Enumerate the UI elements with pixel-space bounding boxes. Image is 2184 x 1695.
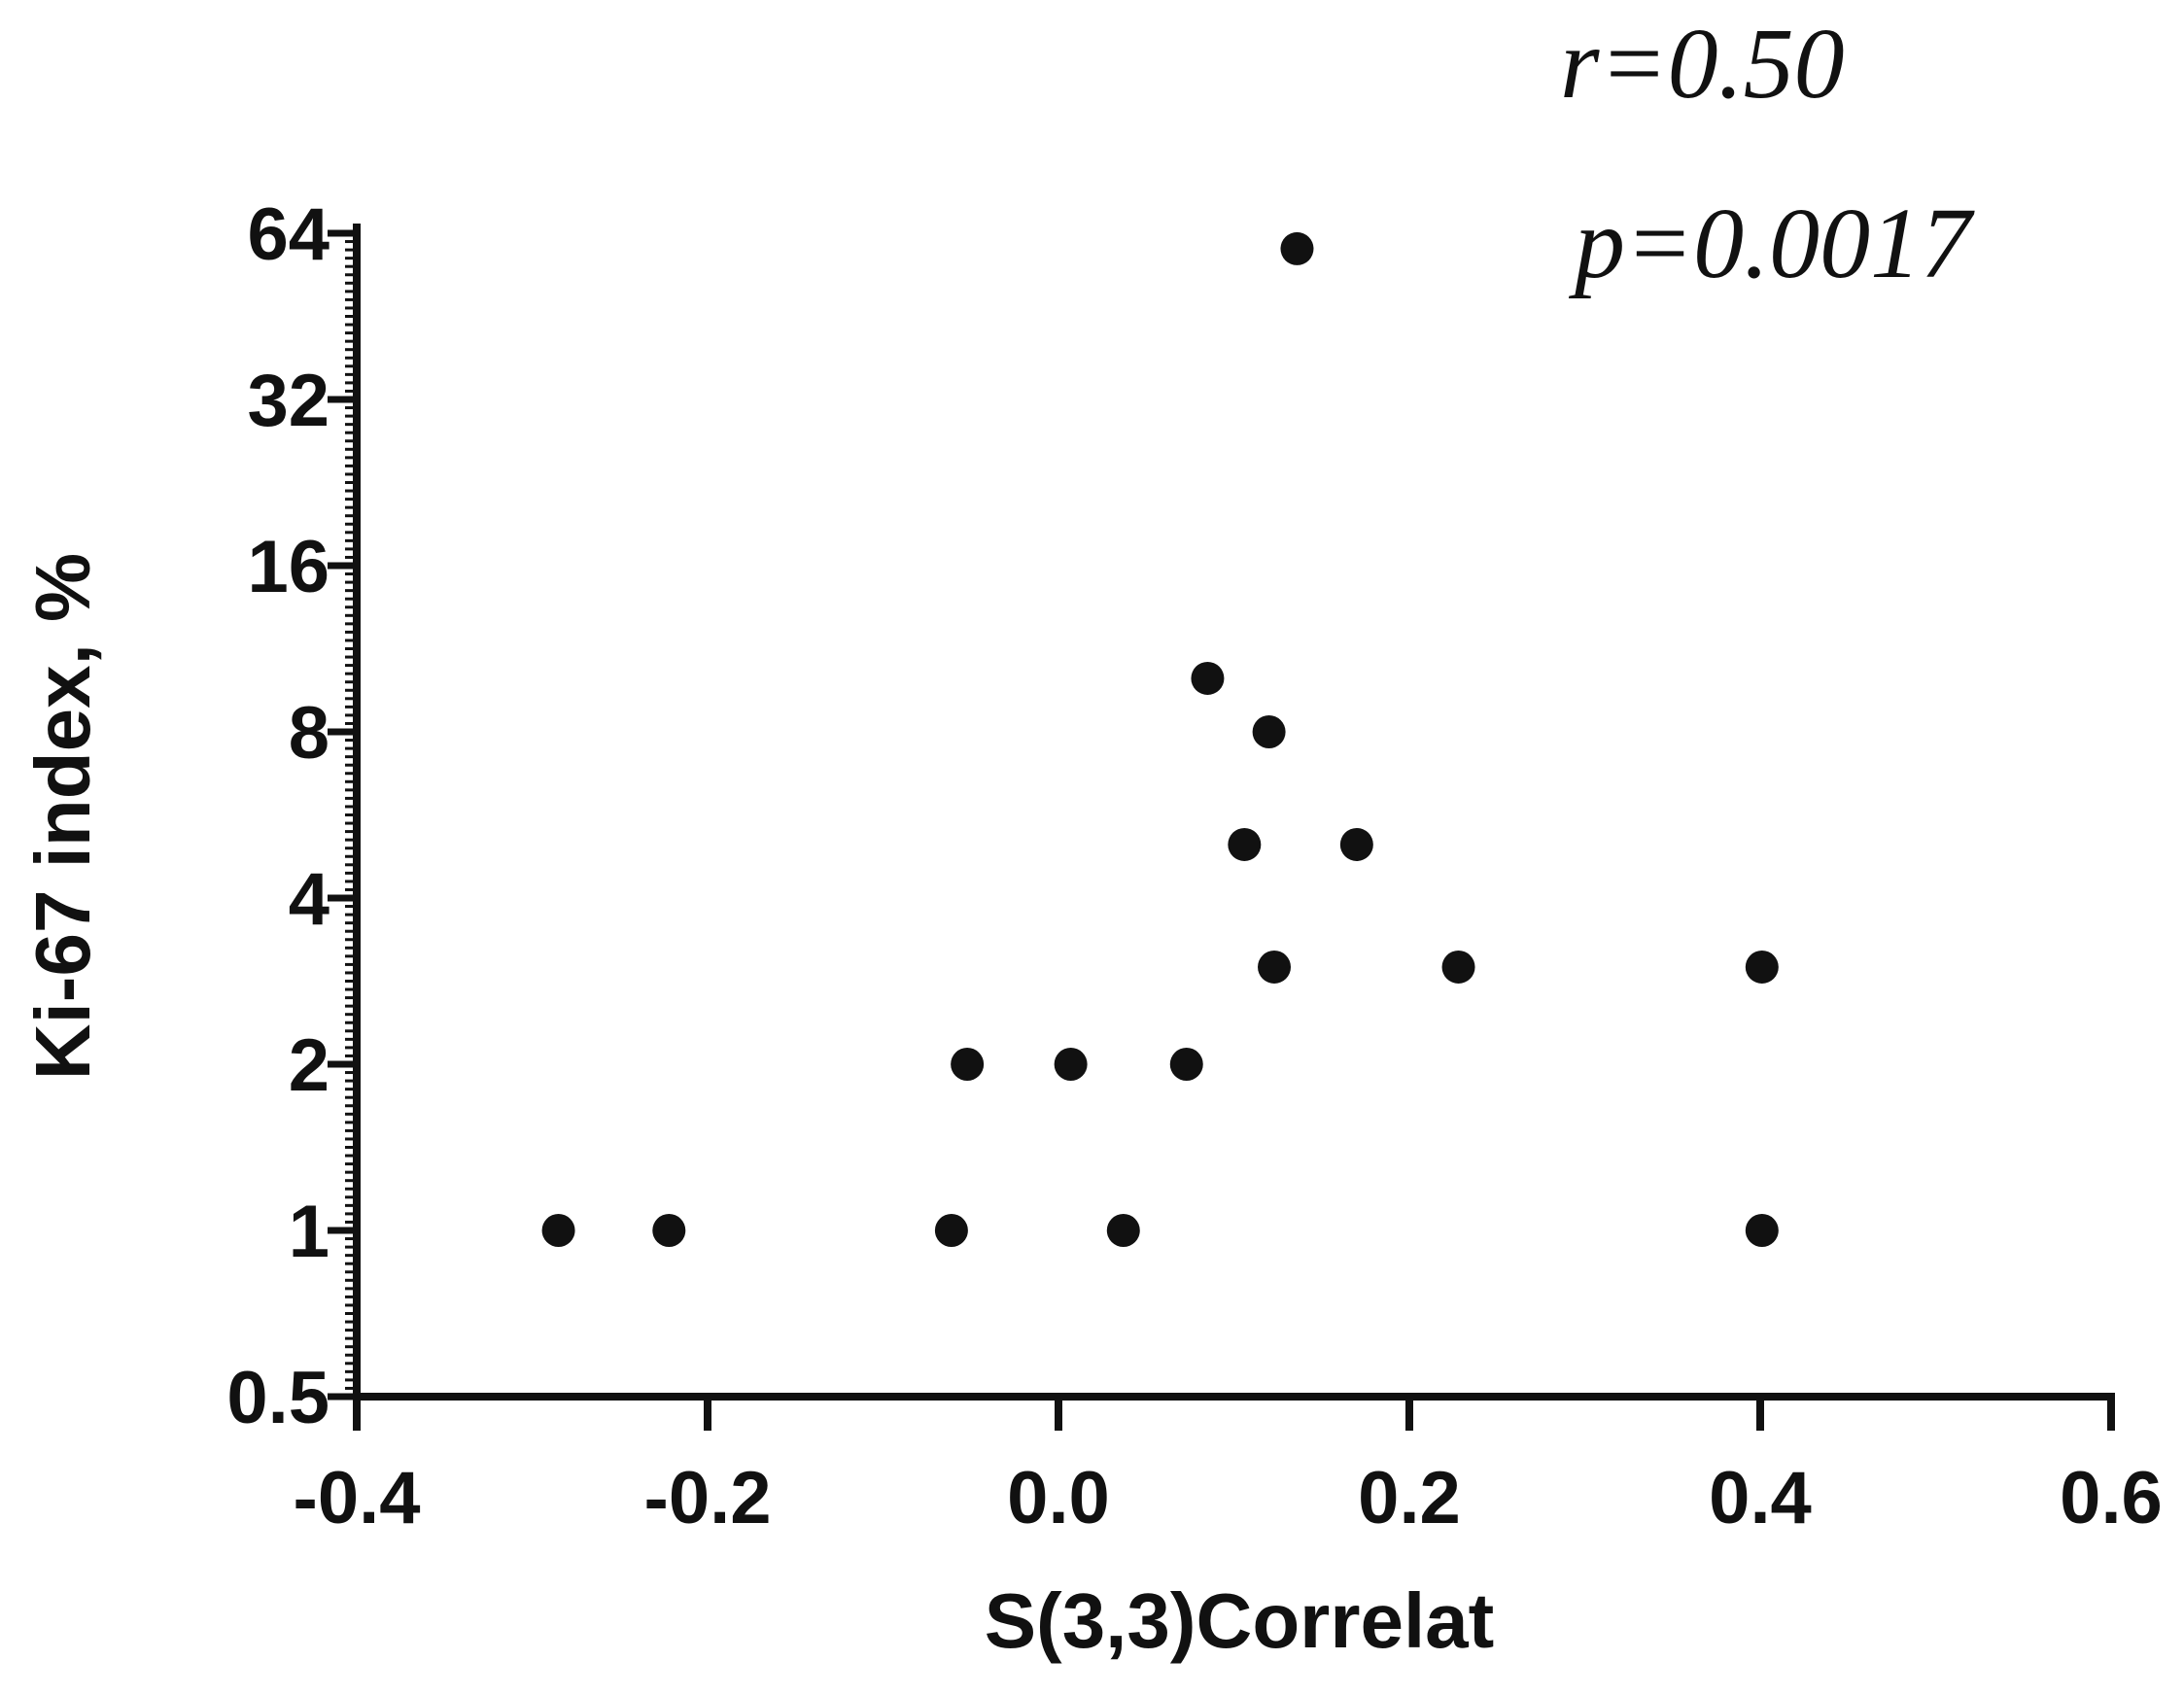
y-tick-label: 1 bbox=[289, 1191, 329, 1273]
y-axis-label: Ki-67 index, % bbox=[19, 553, 106, 1080]
data-point bbox=[1228, 827, 1262, 861]
y-tick-label: 0.5 bbox=[226, 1357, 329, 1439]
y-tick-label: 16 bbox=[247, 526, 329, 608]
data-points bbox=[541, 231, 1779, 1247]
y-axis-ticks: 0.5 1 2 4 8 16 32 64 bbox=[226, 193, 357, 1439]
correlation-r-annotation: r=0.50 bbox=[1560, 8, 1845, 120]
x-tick-label: -0.4 bbox=[294, 1457, 421, 1539]
axes bbox=[353, 224, 2115, 1401]
x-tick-label: 0.6 bbox=[2060, 1457, 2163, 1539]
data-point bbox=[1169, 1048, 1203, 1081]
data-point bbox=[951, 1048, 985, 1081]
data-point bbox=[652, 1214, 686, 1247]
data-point bbox=[1258, 950, 1292, 984]
data-point bbox=[541, 1214, 575, 1247]
x-tick-label: -0.2 bbox=[644, 1457, 772, 1539]
x-axis-ticks: -0.4 -0.2 0.0 0.2 0.4 0.6 bbox=[294, 1397, 2163, 1539]
data-point bbox=[934, 1214, 968, 1247]
y-tick-label: 2 bbox=[289, 1024, 329, 1107]
x-axis-label: S(3,3)Correlat bbox=[985, 1577, 1495, 1664]
data-point bbox=[1252, 715, 1286, 748]
data-point bbox=[1745, 1214, 1779, 1247]
data-point bbox=[1191, 661, 1225, 695]
data-point bbox=[1054, 1048, 1088, 1081]
data-point bbox=[1280, 231, 1314, 265]
p-value-annotation: p=0.0017 bbox=[1568, 188, 1975, 299]
y-tick-label: 64 bbox=[247, 193, 329, 276]
y-tick-label: 4 bbox=[289, 858, 329, 941]
data-point bbox=[1106, 1214, 1140, 1247]
x-tick-label: 0.4 bbox=[1709, 1457, 1812, 1539]
x-tick-label: 0.2 bbox=[1358, 1457, 1461, 1539]
x-tick-label: 0.0 bbox=[1007, 1457, 1110, 1539]
data-point bbox=[1441, 950, 1475, 984]
y-tick-label: 8 bbox=[289, 692, 329, 775]
y-tick-label: 32 bbox=[247, 360, 329, 442]
data-point bbox=[1745, 950, 1779, 984]
data-point bbox=[1339, 827, 1373, 861]
